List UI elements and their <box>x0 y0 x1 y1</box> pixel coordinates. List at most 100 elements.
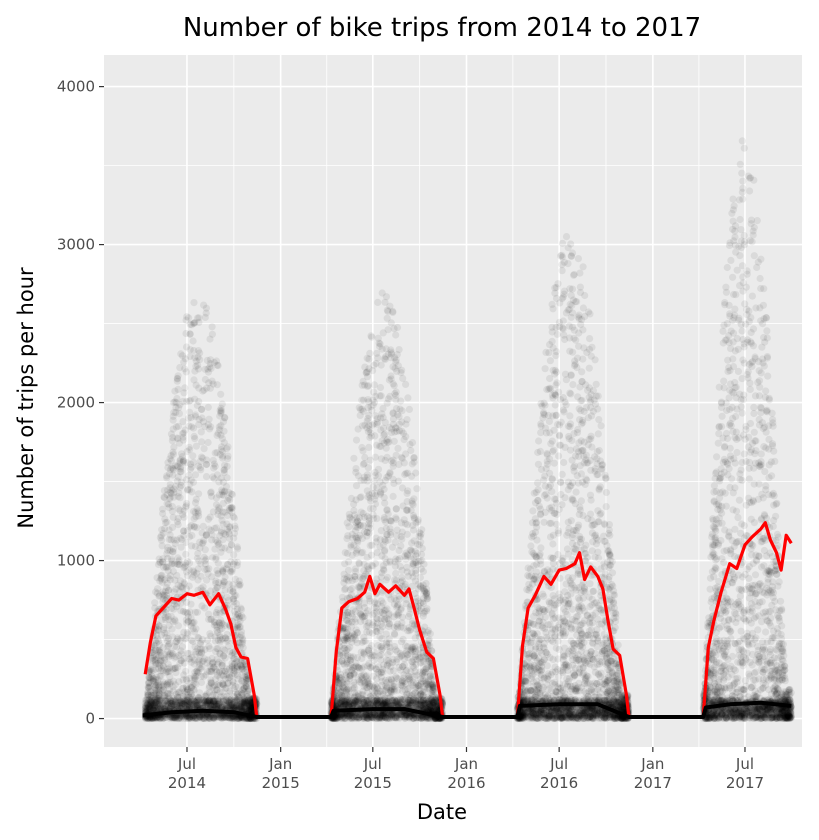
scatter-point <box>223 462 231 470</box>
scatter-point <box>242 674 250 682</box>
scatter-point <box>231 694 239 702</box>
scatter-point <box>158 526 166 534</box>
scatter-point <box>344 566 353 574</box>
scatter-point <box>190 507 198 516</box>
scatter-point <box>393 526 401 534</box>
scatter-point <box>205 379 213 387</box>
scatter-point <box>214 559 222 567</box>
scatter-point <box>220 697 228 705</box>
scatter-point <box>408 439 417 447</box>
scatter-point <box>167 702 175 710</box>
scatter-point <box>172 423 180 431</box>
scatter-point <box>360 560 368 568</box>
scatter-point <box>399 635 407 643</box>
scatter-point <box>178 633 186 641</box>
scatter-point <box>169 448 177 456</box>
scatter-point <box>177 656 185 665</box>
scatter-point <box>397 369 405 377</box>
scatter-point <box>220 652 228 660</box>
scatter-point <box>210 460 218 468</box>
scatter-point <box>238 690 246 698</box>
scatter-point <box>206 645 214 653</box>
scatter-point <box>368 662 377 670</box>
scatter-point <box>392 569 400 578</box>
scatter-point <box>188 531 196 540</box>
scatter-point <box>242 705 250 713</box>
scatter-point <box>202 531 210 539</box>
scatter-point <box>185 582 193 590</box>
scatter-point <box>191 643 199 651</box>
scatter-point <box>176 698 184 706</box>
scatter-point <box>374 298 382 306</box>
scatter-point <box>228 504 237 512</box>
scatter-point <box>240 703 248 711</box>
scatter-point <box>210 714 218 722</box>
scatter-point <box>404 394 412 402</box>
scatter-point <box>223 635 231 644</box>
scatter-point <box>186 446 194 454</box>
scatter-point <box>351 568 360 576</box>
scatter-point <box>208 330 216 338</box>
scatter-point <box>180 654 188 663</box>
scatter-point <box>204 697 212 705</box>
scatter-point <box>243 699 251 708</box>
scatter-point <box>154 703 162 711</box>
scatter-point <box>389 380 397 388</box>
scatter-point <box>154 560 163 569</box>
scatter-point <box>165 586 173 595</box>
scatter-point <box>215 698 223 706</box>
scatter-point <box>217 390 225 398</box>
scatter-point <box>360 528 368 536</box>
scatter-point <box>184 714 192 722</box>
scatter-point <box>192 442 200 450</box>
scatter-point <box>193 702 201 710</box>
scatter-point <box>181 426 189 434</box>
scatter-point <box>182 675 190 683</box>
scatter-point <box>214 429 222 437</box>
scatter-point <box>357 493 365 501</box>
scatter-point <box>181 384 189 392</box>
scatter-point <box>220 700 228 709</box>
scatter-point <box>220 465 229 474</box>
scatter-point <box>224 702 232 710</box>
scatter-point <box>207 423 215 431</box>
scatter-point <box>166 713 174 721</box>
scatter-point <box>190 432 198 440</box>
scatter-point <box>178 712 186 720</box>
scatter-point <box>156 686 164 694</box>
scatter-point <box>217 409 225 417</box>
scatter-point <box>196 349 204 357</box>
scatter-point <box>166 713 174 721</box>
scatter-point <box>232 614 241 622</box>
scatter-point <box>182 667 190 675</box>
scatter-point <box>177 712 185 720</box>
scatter-point <box>219 681 227 689</box>
scatter-point <box>195 512 203 520</box>
scatter-point <box>148 697 156 705</box>
scatter-point <box>168 486 176 494</box>
scatter-point <box>246 707 254 715</box>
scatter-point <box>230 660 238 668</box>
scatter-point <box>238 663 246 671</box>
scatter-point <box>167 648 175 656</box>
scatter-point <box>184 630 192 638</box>
scatter-point <box>218 619 226 627</box>
scatter-point <box>176 637 184 645</box>
scatter-point <box>243 700 251 708</box>
scatter-point <box>181 563 189 571</box>
scatter-point <box>203 356 211 364</box>
scatter-point <box>164 668 172 676</box>
scatter-point <box>195 397 203 406</box>
scatter-point <box>177 650 185 658</box>
scatter-point <box>191 395 199 403</box>
scatter-point <box>241 697 249 706</box>
scatter-point <box>226 696 234 704</box>
scatter-point <box>180 527 188 535</box>
scatter-point <box>228 652 236 660</box>
scatter-point <box>168 633 177 641</box>
scatter-point <box>170 536 178 544</box>
scatter-point <box>212 611 220 619</box>
scatter-point <box>195 490 203 498</box>
scatter-point <box>178 536 186 544</box>
scatter-point <box>363 354 371 362</box>
